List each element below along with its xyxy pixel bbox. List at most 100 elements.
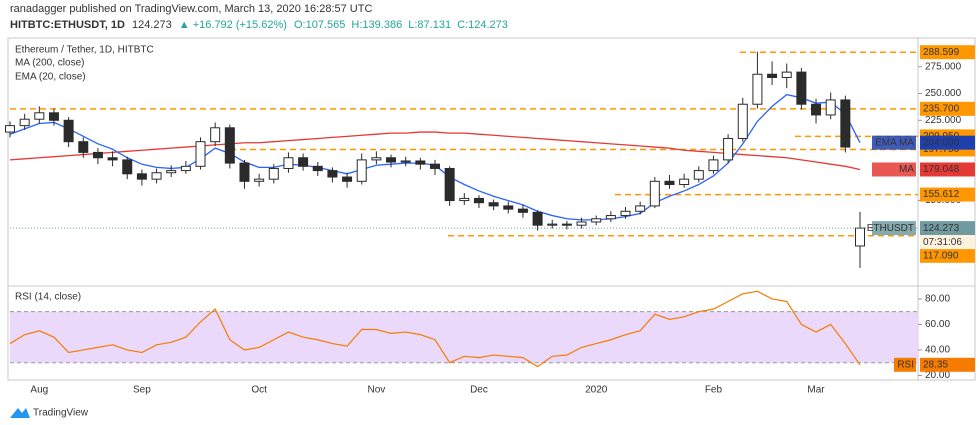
- candle-body: [459, 197, 470, 202]
- tag-box: [920, 357, 975, 372]
- candle-body: [268, 167, 279, 180]
- candle-body: [532, 211, 543, 226]
- y-tick-label: 20.00: [925, 370, 950, 381]
- candle-body: [473, 197, 484, 204]
- tag-name: EMA MA: [875, 137, 914, 148]
- candle-body: [63, 119, 74, 143]
- candle-body: [430, 163, 440, 169]
- candle-body: [239, 162, 250, 182]
- tag-name-box: [872, 162, 916, 177]
- plot: 150.000225.000250.000275.000AugSepOctNov…: [5, 45, 975, 396]
- y-tick-label: 225.000: [925, 115, 962, 126]
- candle-body: [180, 165, 191, 172]
- candle-body: [811, 103, 822, 116]
- tag-box: [920, 221, 975, 236]
- tag-box: [920, 162, 975, 177]
- rsi-title: RSI (14, close): [15, 292, 81, 303]
- logo: TradingView: [10, 408, 89, 419]
- y-tick-label: 60.00: [925, 319, 950, 330]
- symbol: HITBTC:ETHUSDT, 1D: [10, 19, 125, 31]
- symbol-line: HITBTC:ETHUSDT, 1D 124.273 ▲ +16.792 (+1…: [10, 19, 508, 31]
- tag-name-box: [872, 221, 916, 236]
- candle-body: [767, 73, 778, 78]
- candle-body: [48, 112, 59, 121]
- candle-body: [342, 176, 353, 182]
- candle-body: [371, 157, 382, 161]
- x-tick-label: Mar: [807, 385, 825, 396]
- candle-body: [781, 71, 792, 78]
- candle-body: [224, 127, 235, 164]
- candle-body: [825, 99, 836, 116]
- tag-name-box: [894, 357, 916, 372]
- candle-body: [78, 141, 89, 153]
- x-tick-label: 2020: [585, 385, 608, 396]
- candle-body: [488, 202, 499, 207]
- candle-body: [591, 218, 602, 223]
- x-tick-label: Sep: [133, 385, 151, 396]
- x-tick-label: Dec: [470, 385, 488, 396]
- tag-label: 179.048: [923, 164, 960, 175]
- last: 124.273: [132, 19, 172, 31]
- candle-body: [723, 137, 734, 161]
- candle-body: [195, 141, 206, 167]
- candle-body: [576, 221, 587, 226]
- candle-body: [679, 178, 690, 186]
- candle-body: [664, 180, 675, 186]
- rsi-line: [9, 290, 861, 368]
- candle-body: [151, 172, 162, 180]
- ohlc-close: C:124.273: [457, 19, 508, 31]
- candle-body: [298, 157, 309, 167]
- logo-mark: [10, 408, 30, 418]
- candle-body: [283, 157, 294, 169]
- candle-body: [107, 157, 118, 161]
- candle-body: [210, 127, 221, 143]
- x-tick-label: Aug: [30, 385, 48, 396]
- x-tick-label: Feb: [705, 385, 723, 396]
- candle-body: [92, 151, 103, 159]
- tag-name: ETHUSDT: [867, 223, 914, 234]
- ohlc-high: H:139.386: [351, 19, 402, 31]
- candle-body: [635, 205, 646, 212]
- countdown: 07:31:06: [923, 237, 962, 248]
- candle-body: [166, 170, 177, 174]
- tag-label: 28.35: [923, 359, 948, 370]
- candle-body: [122, 159, 133, 175]
- x-tick-label: Oct: [251, 385, 267, 396]
- level-label: 117.090: [923, 250, 959, 261]
- overlay-line: [9, 131, 861, 171]
- author-line: ranadagger published on TradingView.com,…: [10, 3, 372, 15]
- candle-body: [19, 118, 30, 127]
- y-tick-label: 80.00: [925, 294, 950, 305]
- chart-title: Ethereum / Tether, 1D, HITBTC: [15, 45, 154, 56]
- level-box: [920, 45, 975, 60]
- y-tick-label: 40.00: [925, 345, 950, 356]
- candle-body: [855, 227, 865, 247]
- tag-name: RSI: [897, 359, 914, 370]
- candle-body: [34, 112, 45, 120]
- candle-body: [254, 178, 265, 182]
- candle-body: [356, 159, 367, 182]
- x-tick-label: Nov: [367, 385, 385, 396]
- candle-body: [649, 180, 660, 207]
- candle-body: [547, 223, 558, 226]
- change: ▲ +16.792 (+15.62%): [179, 19, 287, 31]
- candle-body: [708, 159, 719, 172]
- candle-body: [327, 170, 338, 178]
- level-label: 288.599: [923, 47, 960, 58]
- countdown-box: [920, 235, 975, 250]
- candle-body: [136, 173, 147, 180]
- candle-body: [503, 205, 514, 210]
- candle-body: [620, 210, 631, 217]
- tag-name-box: [872, 135, 916, 150]
- candle-body: [752, 73, 763, 105]
- candle-body: [605, 215, 616, 220]
- candle-body: [444, 167, 455, 202]
- tag-label: 124.273: [923, 223, 960, 234]
- tag-name: MA: [899, 164, 914, 175]
- level-box: [920, 248, 975, 263]
- candle-body: [693, 170, 704, 180]
- candle-body: [561, 223, 572, 226]
- candle-body: [796, 71, 807, 105]
- level-label: 235.700: [923, 103, 960, 114]
